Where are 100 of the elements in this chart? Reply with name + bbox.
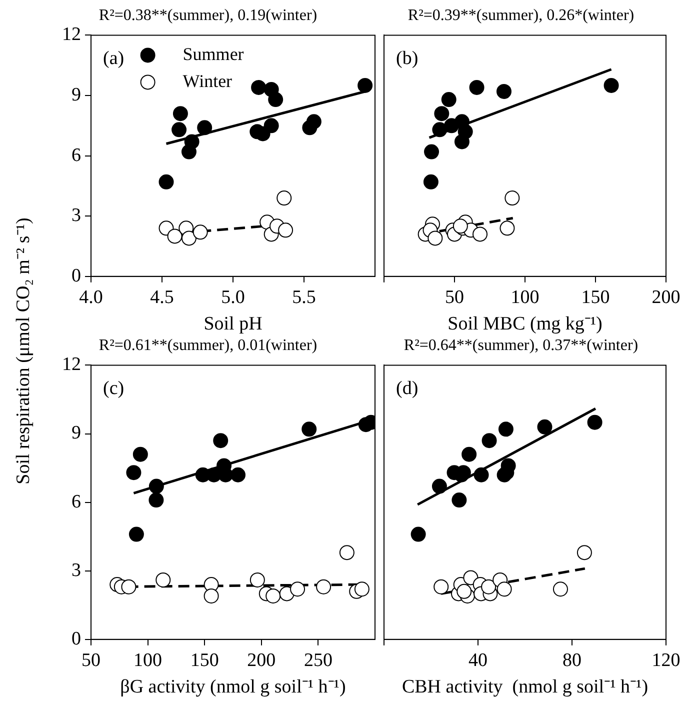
annotation: (d) [396,378,418,400]
point [339,545,354,560]
x-axis-title: βG activity (nmol g soil⁻¹ h⁻¹) [120,676,346,698]
point [148,492,164,508]
x-tick-label: 80 [562,650,582,671]
point [197,120,212,136]
point [410,526,426,542]
point [306,114,322,130]
chart-title: R²=0.39**(summer), 0.26*(winter) [408,6,634,24]
point [537,419,552,434]
annotation: (b) [396,48,418,70]
point [428,230,443,246]
chart-title: R²=0.64**(summer), 0.37**(winter) [404,336,638,354]
point [158,174,174,190]
point [496,582,512,597]
point [276,190,292,206]
x-tick-label: 4.5 [150,286,174,308]
point [290,582,306,597]
x-tick-label: 5.5 [292,286,316,308]
y-tick-label: 6 [72,491,81,512]
point [452,492,467,508]
point [454,134,470,150]
point [192,224,208,240]
point [462,446,477,462]
point [251,80,266,95]
chart-title: R²=0.38**(summer), 0.19(winter) [98,6,318,24]
point [172,106,188,122]
point [148,478,164,494]
point [434,106,450,122]
point [181,230,196,246]
point [268,92,284,108]
point [358,78,373,93]
point [126,465,142,480]
x-axis-title: Soil pH [204,314,263,335]
point [432,478,447,494]
x-tick-label: 100 [134,650,162,671]
point [156,572,171,588]
y-tick-label: 0 [72,265,81,286]
point [172,122,187,138]
point [469,80,484,95]
legend-label: Winter [182,70,232,91]
point [452,218,468,234]
point [128,526,144,542]
x-tick-label: 150 [581,286,610,308]
y-tick-label: 0 [72,628,81,650]
point [230,467,246,482]
point [278,222,294,238]
y-tick-label: 3 [72,560,81,581]
point [302,422,317,437]
x-tick-label: 100 [510,286,540,308]
point [213,433,228,448]
point [266,588,281,604]
y-axis-title: Soil respiration (μmol CO₂ m⁻² s⁻¹) [12,216,35,486]
point [423,174,438,190]
point [167,228,182,244]
point [496,84,512,99]
legend-label: Summer [182,44,244,64]
point [500,220,515,236]
x-tick-label: 250 [304,650,332,671]
x-tick-label: 40 [468,650,488,671]
point [434,579,449,594]
x-axis-title: CBH activity (nmol g soil⁻¹ h⁻¹) [402,676,648,698]
y-tick-label: 3 [72,205,81,226]
point [604,78,619,93]
annotation: (a) [103,48,124,70]
point [474,467,489,482]
point [250,572,265,588]
chart-title: R²=0.61**(summer), 0.01(winter) [98,336,318,354]
x-tick-label: 120 [652,650,680,671]
point [432,122,448,138]
point [504,190,520,206]
point [472,226,488,242]
annotation: (c) [103,378,124,400]
point [132,446,148,462]
point [204,588,219,604]
x-tick-label: 200 [247,650,276,671]
x-tick-label: 150 [190,650,219,671]
point [424,144,440,160]
point [456,584,472,599]
point [482,433,497,448]
x-tick-label: 50 [445,286,464,308]
point [354,582,370,597]
point [552,582,568,597]
point [481,579,496,594]
y-tick-label: 6 [72,144,81,166]
point [184,134,200,150]
point [264,118,279,134]
point [587,414,602,430]
point [441,92,456,108]
x-tick-label: 5.0 [221,286,245,308]
point [316,579,332,594]
y-tick-label: 9 [72,422,81,444]
y-tick-label: 12 [62,354,81,376]
point [121,579,136,594]
y-tick-label: 9 [72,84,81,106]
x-axis-title: Soil MBC (mg kg⁻¹) [448,314,602,335]
y-tick-label: 12 [62,24,81,46]
point [218,467,234,482]
point [498,422,514,437]
x-tick-label: 4.0 [79,286,103,308]
